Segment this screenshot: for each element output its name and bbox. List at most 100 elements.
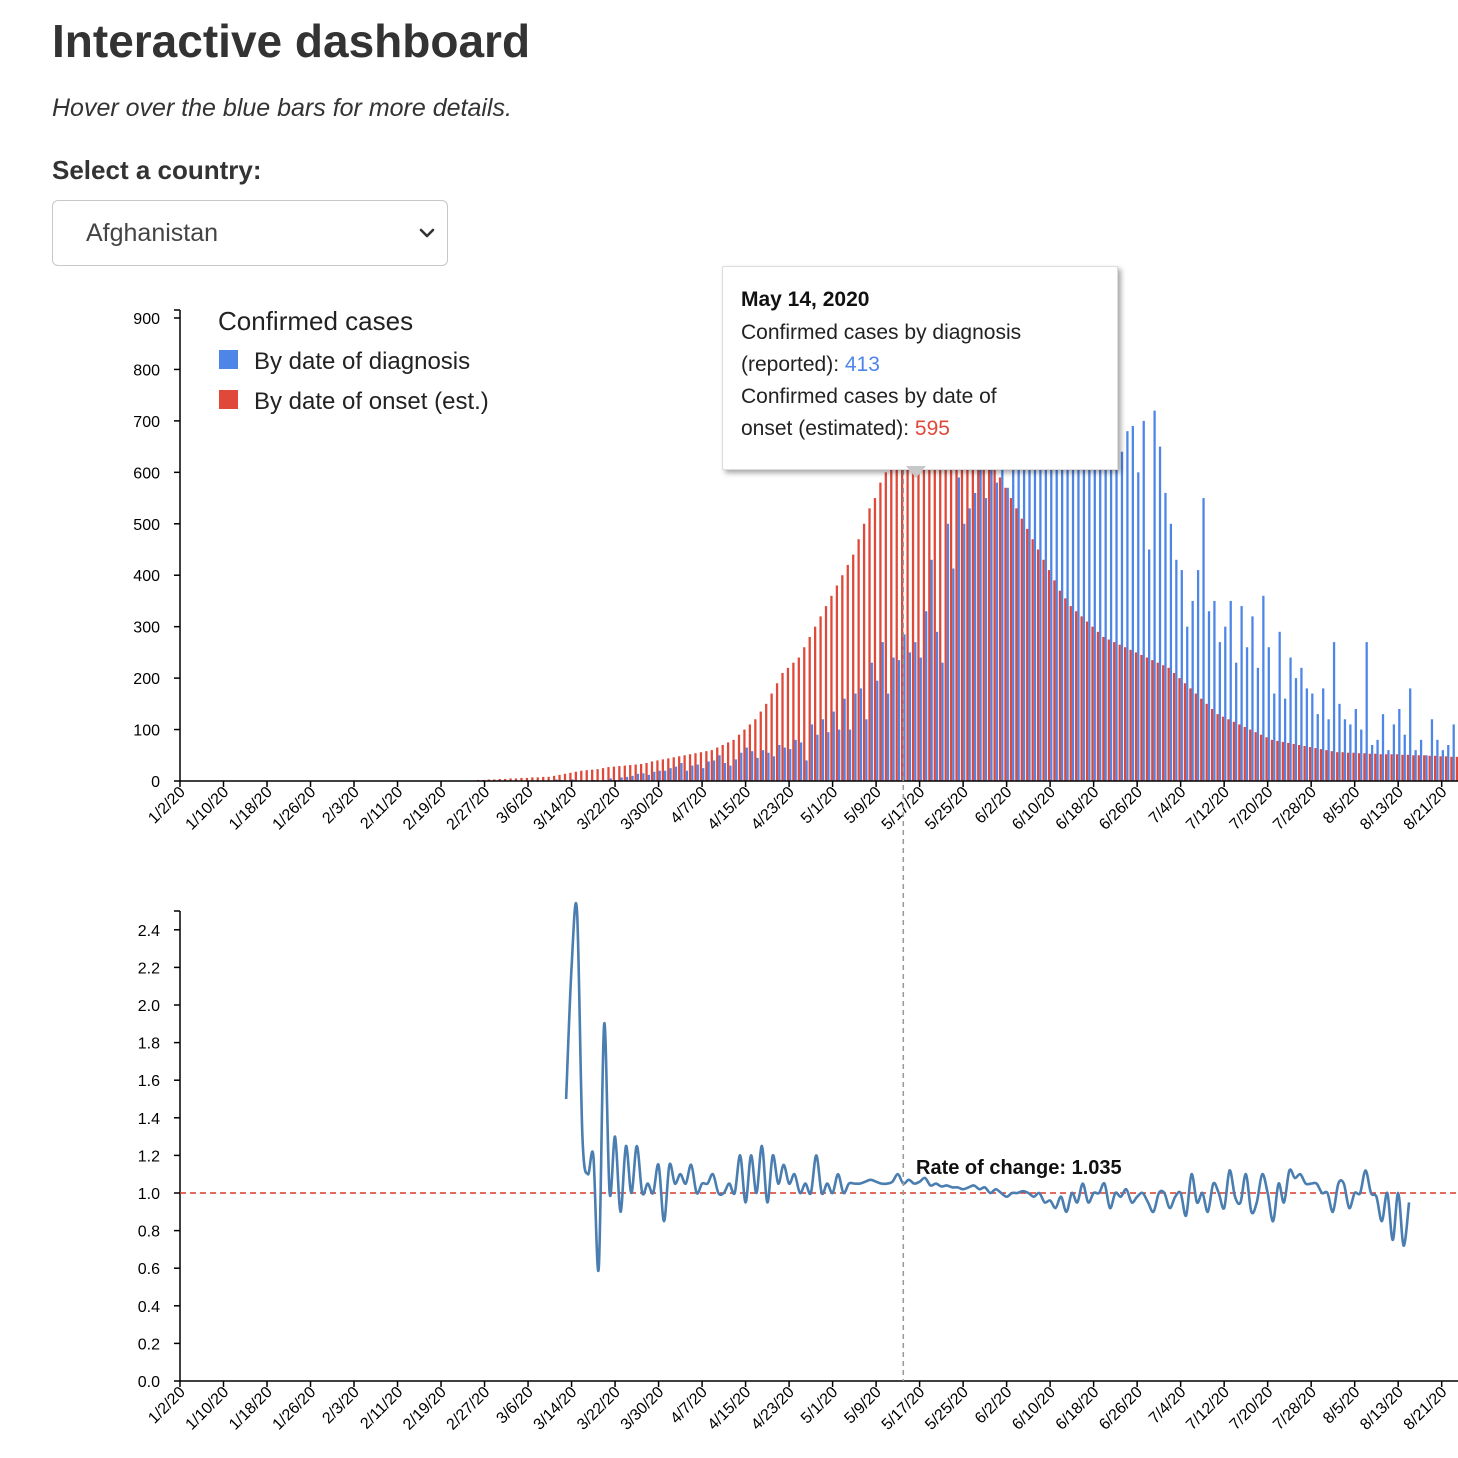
bar-diagnosis — [1175, 559, 1178, 781]
bar-diagnosis — [984, 498, 988, 781]
bar-diagnosis — [1207, 611, 1211, 781]
bar-diagnosis — [979, 467, 982, 781]
bar-x-tick-label: 3/30/20 — [618, 784, 668, 834]
line-x-tick-label: 8/21/20 — [1401, 1384, 1451, 1434]
bar-x-tick-label: 2/27/20 — [444, 784, 494, 834]
bar-diagnosis — [903, 634, 906, 781]
bar-onset — [1123, 647, 1127, 781]
bar-onset — [906, 446, 909, 781]
bar-x-tick-label: 5/17/20 — [879, 784, 929, 834]
bar-diagnosis — [930, 559, 933, 781]
line-x-tick-label: 5/1/20 — [798, 1384, 842, 1428]
bar-onset — [1281, 741, 1284, 781]
bar-diagnosis — [1436, 739, 1439, 781]
bar-diagnosis — [718, 755, 721, 781]
legend-swatch-onset — [219, 390, 238, 409]
hover-tooltip: May 14, 2020 Confirmed cases by diagnosi… — [722, 266, 1118, 470]
bar-onset — [824, 606, 828, 781]
bar-onset — [694, 753, 697, 781]
bar-diagnosis — [1196, 570, 1200, 781]
bar-onset — [1020, 518, 1023, 781]
bar-onset — [841, 575, 844, 781]
bar-onset — [705, 751, 708, 781]
bar-onset — [1042, 559, 1045, 781]
bar-diagnosis — [1370, 744, 1374, 781]
bar-onset — [770, 693, 773, 781]
bar-diagnosis — [1294, 678, 1298, 781]
bar-diagnosis — [1354, 708, 1357, 781]
bar-y-tick-label: 900 — [133, 311, 160, 328]
bar-onset — [699, 752, 703, 781]
bar-onset — [1151, 660, 1154, 781]
bar-onset — [1265, 737, 1268, 781]
bar-onset — [765, 703, 768, 781]
bar-onset — [558, 774, 561, 781]
bar-diagnosis — [756, 757, 759, 781]
bar-diagnosis — [854, 693, 857, 781]
line-y-tick-label: 2.4 — [138, 923, 160, 940]
bar-diagnosis — [946, 523, 950, 781]
bar-onset — [678, 756, 681, 781]
bar-onset — [721, 744, 724, 781]
bar-diagnosis — [1104, 390, 1107, 781]
bar-diagnosis — [1213, 600, 1216, 781]
bar-diagnosis — [1332, 642, 1336, 781]
bar-onset — [1319, 749, 1323, 781]
bar-series[interactable] — [465, 338, 1458, 781]
country-select[interactable]: Afghanistan — [52, 200, 448, 266]
bar-diagnosis — [1419, 739, 1423, 781]
bar-onset — [607, 767, 610, 781]
bar-onset — [683, 755, 686, 781]
bar-onset — [1085, 621, 1089, 781]
bar-onset — [939, 420, 942, 781]
line-y-tick-label: 0.6 — [138, 1261, 160, 1278]
line-y-tick-label: 2.0 — [138, 998, 160, 1015]
bar-x-tick-label: 1/18/20 — [226, 784, 276, 834]
bar-onset — [688, 754, 692, 781]
tooltip-diagnosis-value: 413 — [844, 353, 880, 376]
bar-diagnosis — [1158, 446, 1162, 781]
line-x-tick-label: 1/18/20 — [226, 1384, 276, 1434]
bar-y-axis: 0 100 200 300 400 500 600 700 800 900 — [133, 309, 181, 791]
bar-diagnosis — [848, 729, 852, 781]
bar-diagnosis — [908, 652, 912, 781]
bar-diagnosis — [799, 742, 803, 781]
bar-diagnosis — [1202, 498, 1205, 781]
bar-onset — [601, 768, 605, 781]
bar-diagnosis — [1343, 719, 1347, 781]
bar-onset — [1216, 714, 1219, 781]
bar-diagnosis — [1398, 708, 1401, 781]
line-x-tick-label: 1/10/20 — [183, 1384, 233, 1434]
bar-diagnosis — [658, 770, 661, 781]
bar-onset — [1270, 739, 1274, 781]
bar-onset — [1096, 631, 1100, 781]
bar-x-tick-label: 6/26/20 — [1096, 784, 1146, 834]
bar-onset — [977, 436, 980, 781]
bar-onset — [879, 482, 882, 781]
bar-onset — [966, 426, 969, 781]
bar-onset — [504, 778, 507, 781]
bar-diagnosis — [925, 611, 928, 781]
bar-onset — [1134, 652, 1138, 781]
bar-diagnosis — [968, 508, 971, 781]
bar-onset — [726, 742, 730, 781]
bar-onset — [868, 508, 871, 781]
bar-diagnosis — [1425, 755, 1428, 781]
line-x-tick-label: 1/26/20 — [270, 1384, 320, 1434]
bar-diagnosis — [1115, 405, 1118, 781]
bar-diagnosis — [973, 492, 977, 781]
bar-onset — [971, 431, 974, 781]
bar-onset — [1227, 719, 1230, 781]
bar-diagnosis — [941, 662, 944, 781]
bar-diagnosis — [1164, 492, 1167, 781]
line-y-tick-label: 1.8 — [138, 1036, 160, 1053]
bar-y-tick-label: 200 — [133, 671, 160, 688]
legend-swatch-diagnosis — [219, 350, 238, 369]
bar-onset — [852, 554, 855, 781]
bar-diagnosis — [761, 750, 765, 781]
bar-diagnosis — [751, 751, 754, 781]
line-y-tick-label: 0.0 — [138, 1374, 160, 1391]
line-y-axis: 0.0 0.2 0.4 0.6 0.8 1.0 1.2 1.4 1.6 1.8 2.0 2.2 2.4 — [138, 910, 181, 1391]
bar-onset — [955, 418, 958, 781]
tooltip-diagnosis-sub: (reported): — [741, 353, 845, 376]
